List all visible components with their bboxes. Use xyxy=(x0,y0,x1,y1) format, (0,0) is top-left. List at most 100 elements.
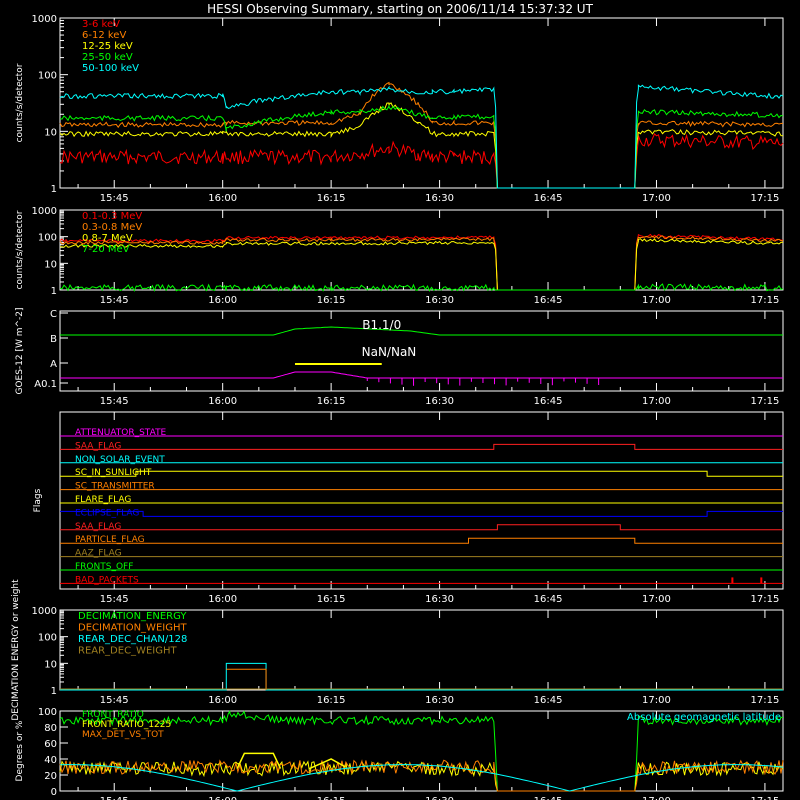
flag-label: FLARE_FLAG xyxy=(75,495,131,505)
series-line xyxy=(59,238,784,291)
flag-label: NON_SOLAR_EVENT xyxy=(75,455,165,465)
legend-entry: 50-100 keV xyxy=(82,63,139,74)
legend-entry: 6-12 keV xyxy=(82,30,126,41)
x-tick-label: 17:15 xyxy=(751,295,780,306)
goes-y-tick-label: A xyxy=(50,359,57,370)
x-tick-label: 16:15 xyxy=(317,594,346,605)
x-tick-label: 16:45 xyxy=(534,396,563,407)
decimation-panel: 15:45 16:00 16:15 16:30 16:45 17:00 17:15 1 10 10… xyxy=(11,579,784,721)
x-tick-label: 16:15 xyxy=(317,295,346,306)
lo-energy-y-tick-label: 10 xyxy=(44,127,57,138)
decimation-y-tick-label: 100 xyxy=(38,633,57,644)
x-tick-label: 16:30 xyxy=(425,796,454,800)
flag-label: SAA_FLAG xyxy=(75,522,121,532)
flags-frame xyxy=(59,411,784,590)
x-tick-label: 15:45 xyxy=(100,193,129,204)
ratios-y-tick-label: 20 xyxy=(44,771,57,782)
x-tick-label: 16:00 xyxy=(208,695,237,706)
x-tick-label: 17:15 xyxy=(751,695,780,706)
x-tick-label: 17:15 xyxy=(751,594,780,605)
flag-label: FRONTS_OFF xyxy=(75,562,133,572)
x-tick-label: 16:45 xyxy=(534,695,563,706)
flag-label: ATTENUATOR_STATE xyxy=(75,428,167,438)
y-axis-label: counts/s/detector xyxy=(15,63,25,142)
series-line xyxy=(59,760,784,792)
flag-label: AAZ_FLAG xyxy=(75,549,122,559)
lo-energy-y-tick-label: 1000 xyxy=(32,14,57,25)
flag-label: BAD_PACKETS xyxy=(75,575,139,585)
goes-frame xyxy=(59,310,784,392)
series-line xyxy=(59,710,783,792)
x-tick-label: 15:45 xyxy=(100,295,129,306)
x-tick-label: 16:45 xyxy=(534,796,563,800)
x-tick-label: 17:15 xyxy=(751,396,780,407)
flag-label: SAA_FLAG xyxy=(75,441,121,451)
x-tick-label: 16:00 xyxy=(208,295,237,306)
legend-entry: 3-6 keV xyxy=(82,19,120,30)
ratios-y-tick-label: 80 xyxy=(44,723,57,734)
x-tick-label: 16:30 xyxy=(425,295,454,306)
x-tick-label: 17:00 xyxy=(642,695,671,706)
x-tick-label: 16:30 xyxy=(425,396,454,407)
flags-panel: 15:45 16:00 16:15 16:30 16:45 17:00 17:15 Flags… xyxy=(33,411,784,605)
flag-label: SC_IN_SUNLIGHT xyxy=(75,468,152,478)
x-tick-label: 16:00 xyxy=(208,193,237,204)
y-axis-label: Flags xyxy=(33,488,43,512)
x-tick-label: 16:00 xyxy=(208,396,237,407)
legend-entry: REAR_DEC_WEIGHT xyxy=(78,646,177,657)
x-tick-label: 16:15 xyxy=(317,396,346,407)
goes-long-line xyxy=(60,326,783,336)
series-line xyxy=(59,104,784,189)
decimation-y-tick-label: 1000 xyxy=(32,606,57,617)
hi-energy-y-tick-label: 1000 xyxy=(32,206,57,217)
geomagnetic-latitude-line xyxy=(60,764,784,792)
flag-line xyxy=(60,510,783,517)
series-line xyxy=(59,759,784,792)
goes-panel: 15:45 16:00 16:15 16:30 16:45 17:00 17:15 A0.1 A… xyxy=(15,307,784,407)
hi-energy-frame xyxy=(59,209,784,291)
flag-line xyxy=(60,470,783,477)
series-line xyxy=(59,283,784,292)
flag-label: ECLIPSE_FLAG xyxy=(75,508,139,518)
legend-entry: 0.1-0.3 MeV xyxy=(82,211,142,222)
series-line xyxy=(59,81,784,189)
y-axis-label: DECIMATION ENERGY or weight xyxy=(11,579,21,721)
ratios-panel: 15:45 16:00 16:15 16:30 16:45 17:00 17:15 0 20 40… xyxy=(15,707,784,800)
ratios-y-tick-label: 40 xyxy=(44,755,57,766)
decimation-y-tick-label: 1 xyxy=(51,686,57,697)
x-tick-label: 16:00 xyxy=(208,796,237,800)
x-tick-label: 17:00 xyxy=(642,193,671,204)
legend-entry: MAX_DET_VS_TOT xyxy=(82,730,164,740)
x-tick-label: 15:45 xyxy=(100,695,129,706)
flag-line xyxy=(60,443,783,450)
flag-line xyxy=(60,524,783,531)
x-tick-label: 17:00 xyxy=(642,796,671,800)
decimation-weight-line xyxy=(226,668,267,690)
x-tick-label: 16:30 xyxy=(425,193,454,204)
legend-entry: 0.3-0.8 MeV xyxy=(82,222,142,233)
lo-energy-panel: 15:45 16:00 16:15 16:30 16:45 17:00 17:15 1 10 10… xyxy=(15,14,784,204)
legend-entry: 12-25 keV xyxy=(82,41,133,52)
x-tick-label: 16:00 xyxy=(208,594,237,605)
legend-entry: 25-50 keV xyxy=(82,52,133,63)
x-tick-label: 17:15 xyxy=(751,796,780,800)
legend-entry: DECIMATION_WEIGHT xyxy=(78,623,187,634)
flag-label: PARTICLE_FLAG xyxy=(75,535,145,545)
lo-energy-y-tick-label: 100 xyxy=(38,71,57,82)
x-tick-label: 16:15 xyxy=(317,695,346,706)
series-line xyxy=(59,133,784,189)
series-line xyxy=(59,102,784,189)
x-tick-label: 15:45 xyxy=(100,396,129,407)
goes-y-tick-label: B xyxy=(50,334,57,345)
x-tick-label: 17:00 xyxy=(642,594,671,605)
x-tick-label: 16:45 xyxy=(534,193,563,204)
x-tick-label: 16:30 xyxy=(425,695,454,706)
y-axis-label: GOES-12 [W m^-2] xyxy=(15,307,25,394)
goes-short-line xyxy=(60,371,783,379)
flag-line xyxy=(60,537,783,544)
y-axis-label: counts/s/detector xyxy=(15,210,25,289)
goes-y-tick-label: A0.1 xyxy=(34,379,57,390)
hi-energy-y-tick-label: 10 xyxy=(44,259,57,270)
decimation-y-tick-label: 10 xyxy=(44,659,57,670)
x-tick-label: 17:00 xyxy=(642,396,671,407)
